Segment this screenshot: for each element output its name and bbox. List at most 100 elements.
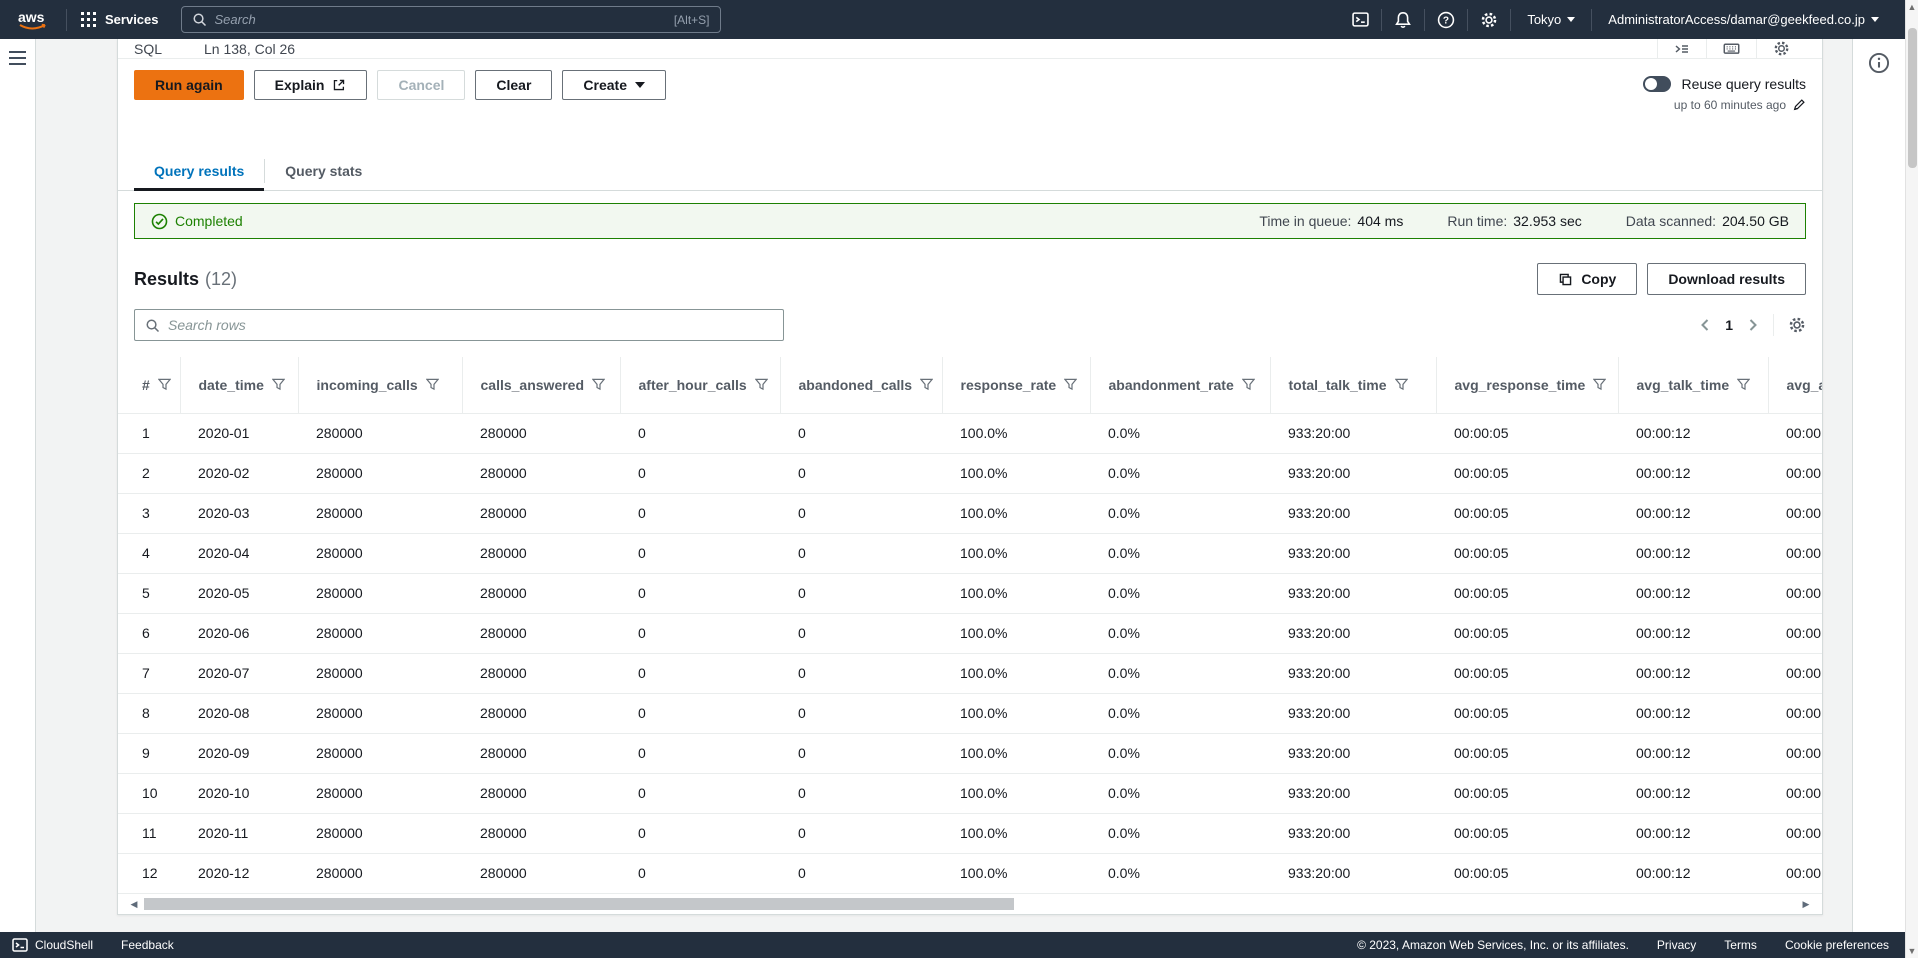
help-button[interactable]: ? [1425, 0, 1467, 39]
search-rows-input[interactable] [168, 317, 773, 333]
table-cell: 2020-07 [180, 653, 298, 693]
horizontal-scroll-thumb[interactable] [144, 898, 1014, 910]
scroll-right-arrow[interactable]: ▶ [1800, 899, 1812, 910]
column-header-avg-talk-time[interactable]: avg_talk_time [1618, 357, 1768, 413]
editor-settings-button[interactable] [1756, 39, 1806, 58]
page-number[interactable]: 1 [1725, 317, 1733, 333]
info-panel-button[interactable] [1867, 51, 1891, 75]
table-cell: 0.0% [1090, 813, 1270, 853]
global-search-input[interactable] [215, 12, 674, 27]
column-header-after-hour-calls[interactable]: after_hour_calls [620, 357, 780, 413]
column-label: total_talk_time [1289, 376, 1387, 394]
create-label: Create [583, 77, 627, 93]
cloudshell-footer-button[interactable]: CloudShell [12, 937, 93, 953]
explain-button[interactable]: Explain [254, 70, 368, 100]
copy-label: Copy [1581, 271, 1616, 287]
table-cell: 0 [780, 773, 942, 813]
table-cell: 0.0% [1090, 853, 1270, 893]
previous-page-button[interactable] [1699, 317, 1711, 333]
table-cell: 280000 [462, 413, 620, 453]
filter-icon[interactable] [920, 378, 933, 391]
column-header-avg-a[interactable]: avg_a [1768, 357, 1822, 413]
table-row: 102020-1028000028000000100.0%0.0%933:20:… [118, 773, 1822, 813]
region-selector[interactable]: Tokyo [1511, 0, 1591, 39]
settings-button[interactable] [1468, 0, 1510, 39]
column-header-abandoned-calls[interactable]: abandoned_calls [780, 357, 942, 413]
nav-right: ? Tokyo AdministratorAccess/damar@geekfe… [1339, 0, 1905, 39]
column-header-avg-response-time[interactable]: avg_response_time [1436, 357, 1618, 413]
filter-icon[interactable] [755, 378, 768, 391]
filter-icon[interactable] [1395, 378, 1408, 391]
format-query-button[interactable] [1657, 39, 1706, 58]
filter-icon[interactable] [592, 378, 605, 391]
scroll-left-arrow[interactable]: ◀ [128, 899, 140, 910]
filter-icon[interactable] [272, 378, 285, 391]
filter-icon[interactable] [1064, 378, 1077, 391]
table-cell: 100.0% [942, 853, 1090, 893]
filter-icon[interactable] [426, 378, 439, 391]
results-count: (12) [205, 269, 237, 290]
search-rows-box[interactable] [134, 309, 784, 341]
tab-query-results[interactable]: Query results [134, 154, 264, 190]
menu-hamburger-button[interactable] [9, 51, 26, 65]
reuse-results-toggle[interactable] [1643, 76, 1671, 92]
column-label: avg_talk_time [1637, 376, 1730, 394]
column-header-calls-answered[interactable]: calls_answered [462, 357, 620, 413]
table-cell: 280000 [298, 573, 462, 613]
table-cell: 100.0% [942, 413, 1090, 453]
cloudshell-button[interactable] [1339, 0, 1381, 39]
filter-icon[interactable] [1593, 378, 1606, 391]
scroll-down-arrow[interactable]: ▼ [1908, 944, 1917, 958]
table-preferences-button[interactable] [1788, 316, 1806, 334]
horizontal-scroll-track[interactable] [140, 898, 1800, 910]
horizontal-scrollbar[interactable]: ◀ ▶ [128, 897, 1812, 911]
next-page-button[interactable] [1747, 317, 1759, 333]
keyboard-shortcuts-button[interactable] [1706, 39, 1756, 58]
table-cell: 280000 [298, 693, 462, 733]
cookie-preferences-link[interactable]: Cookie preferences [1785, 938, 1889, 952]
table-cell: 280000 [298, 853, 462, 893]
column-header--[interactable]: # [118, 357, 180, 413]
column-header-abandonment-rate[interactable]: abandonment_rate [1090, 357, 1270, 413]
table-cell: 0 [780, 693, 942, 733]
table-cell: 280000 [298, 653, 462, 693]
global-search-box[interactable]: [Alt+S] [181, 6, 721, 33]
run-again-button[interactable]: Run again [134, 70, 244, 100]
table-cell: 0.0% [1090, 453, 1270, 493]
aws-logo-icon[interactable]: aws [14, 8, 52, 32]
table-row: 72020-0728000028000000100.0%0.0%933:20:0… [118, 653, 1822, 693]
table-cell: 933:20:00 [1270, 733, 1436, 773]
table-cell: 7 [118, 653, 180, 693]
scroll-up-arrow[interactable]: ▲ [1908, 0, 1917, 14]
copy-button[interactable]: Copy [1537, 263, 1637, 295]
table-cell: 280000 [462, 493, 620, 533]
filter-icon[interactable] [1737, 378, 1750, 391]
column-header-date-time[interactable]: date_time [180, 357, 298, 413]
filter-icon[interactable] [1242, 378, 1255, 391]
table-cell: 0 [620, 773, 780, 813]
vertical-scrollbar[interactable]: ▲ ▼ [1905, 0, 1918, 958]
gear-icon [1773, 40, 1790, 57]
account-menu[interactable]: AdministratorAccess/damar@geekfeed.co.jp [1592, 0, 1895, 39]
vertical-scroll-thumb[interactable] [1908, 28, 1917, 168]
download-results-button[interactable]: Download results [1647, 263, 1806, 295]
services-label: Services [105, 12, 159, 27]
table-cell: 933:20:00 [1270, 573, 1436, 613]
feedback-button[interactable]: Feedback [121, 938, 174, 952]
results-table-container: #date_timeincoming_callscalls_answeredaf… [118, 357, 1822, 894]
column-header-total-talk-time[interactable]: total_talk_time [1270, 357, 1436, 413]
edit-pencil-icon[interactable] [1792, 98, 1806, 112]
table-cell: 00:00:05 [1436, 493, 1618, 533]
table-cell: 280000 [462, 653, 620, 693]
create-button[interactable]: Create [562, 70, 666, 100]
notifications-button[interactable] [1382, 0, 1424, 39]
terms-link[interactable]: Terms [1724, 938, 1757, 952]
privacy-link[interactable]: Privacy [1657, 938, 1696, 952]
table-cell: 100.0% [942, 653, 1090, 693]
clear-button[interactable]: Clear [475, 70, 552, 100]
column-header-incoming-calls[interactable]: incoming_calls [298, 357, 462, 413]
tab-query-stats[interactable]: Query stats [265, 154, 382, 190]
services-menu-button[interactable]: Services [81, 12, 159, 27]
filter-icon[interactable] [158, 378, 171, 391]
column-header-response-rate[interactable]: response_rate [942, 357, 1090, 413]
